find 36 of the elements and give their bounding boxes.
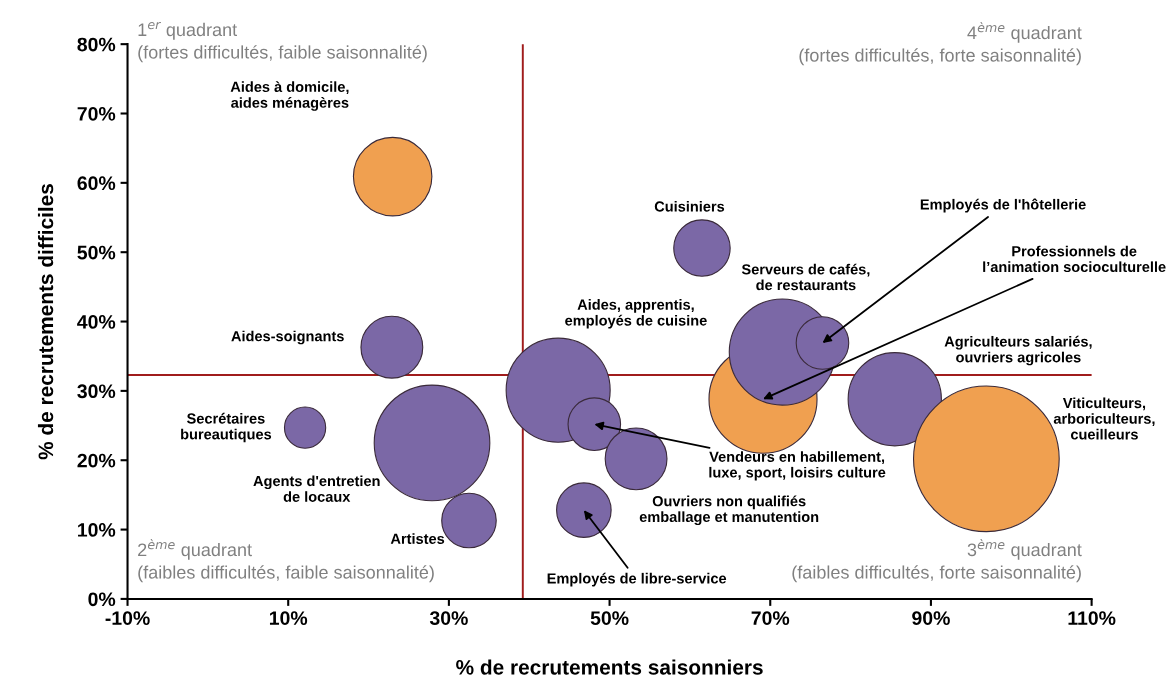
annotation: Aides à domicile, aides ménagères [230,81,349,111]
y-tick-label: 50% [77,245,116,260]
annotation: Artistes [390,533,445,544]
annotation: Agents d'entretien de locaux [253,475,380,502]
x-tick-label: 10% [269,611,308,626]
annotation: 1$^{er}$ quadrant (fortes difficultés, faible saisonnalité) [138,21,427,63]
y-tick-label: 0% [88,592,116,607]
y-tick-label: 80% [77,37,116,52]
annotation: Agriculteurs salariés, ouvriers agricoles [944,335,1092,366]
x-tick-label: 50% [590,611,629,626]
annotation: Vendeurs en habillement, luxe, sport, loisirs culture [709,451,886,481]
y-tick-label: 40% [77,315,116,329]
annotation: Serveurs de cafés, de restaurants [741,263,870,291]
annotation: Employés de libre-service [547,572,727,587]
annotation: Aides-soignants [231,330,344,345]
x-axis-title: % de recrutements saisonniers [456,659,763,675]
annotation: Employés de l'hôtellerie [920,198,1086,213]
annotation: 3$^{ème}$ quadrant (faibles difficultés, forte saisonnalité) [792,538,1082,583]
y-tick-label: 20% [77,453,116,468]
y-tick-label: 70% [77,106,116,121]
annotation: Professionnels de l’animation socioculturelle [983,245,1166,273]
x-tick-label: 70% [751,611,790,626]
x-tick-label: -10% [105,611,150,626]
annotation: 4$^{ème}$ quadrant (fortes difficultés, forte saisonnalité) [799,21,1082,66]
y-axis-title: % de recrutements difficiles [37,184,54,460]
y-tick-label: 60% [77,176,116,191]
annotation: Secrétaires bureautiques [181,412,272,443]
annotation: Cuisiniers [654,200,725,212]
annotation: Aides, apprentis, employés de cuisine [565,299,707,329]
x-tick-label: 30% [429,611,468,626]
y-tick-label: 30% [77,384,116,399]
annotation: Viticulteurs, arboriculteurs, cueilleurs [1053,397,1155,440]
y-tick-label: 10% [78,523,116,537]
annotation: Ouvriers non qualifiés emballage et manutention [639,495,819,525]
x-tick-label: 90% [912,611,950,626]
x-tick-label: 110% [1068,611,1116,626]
